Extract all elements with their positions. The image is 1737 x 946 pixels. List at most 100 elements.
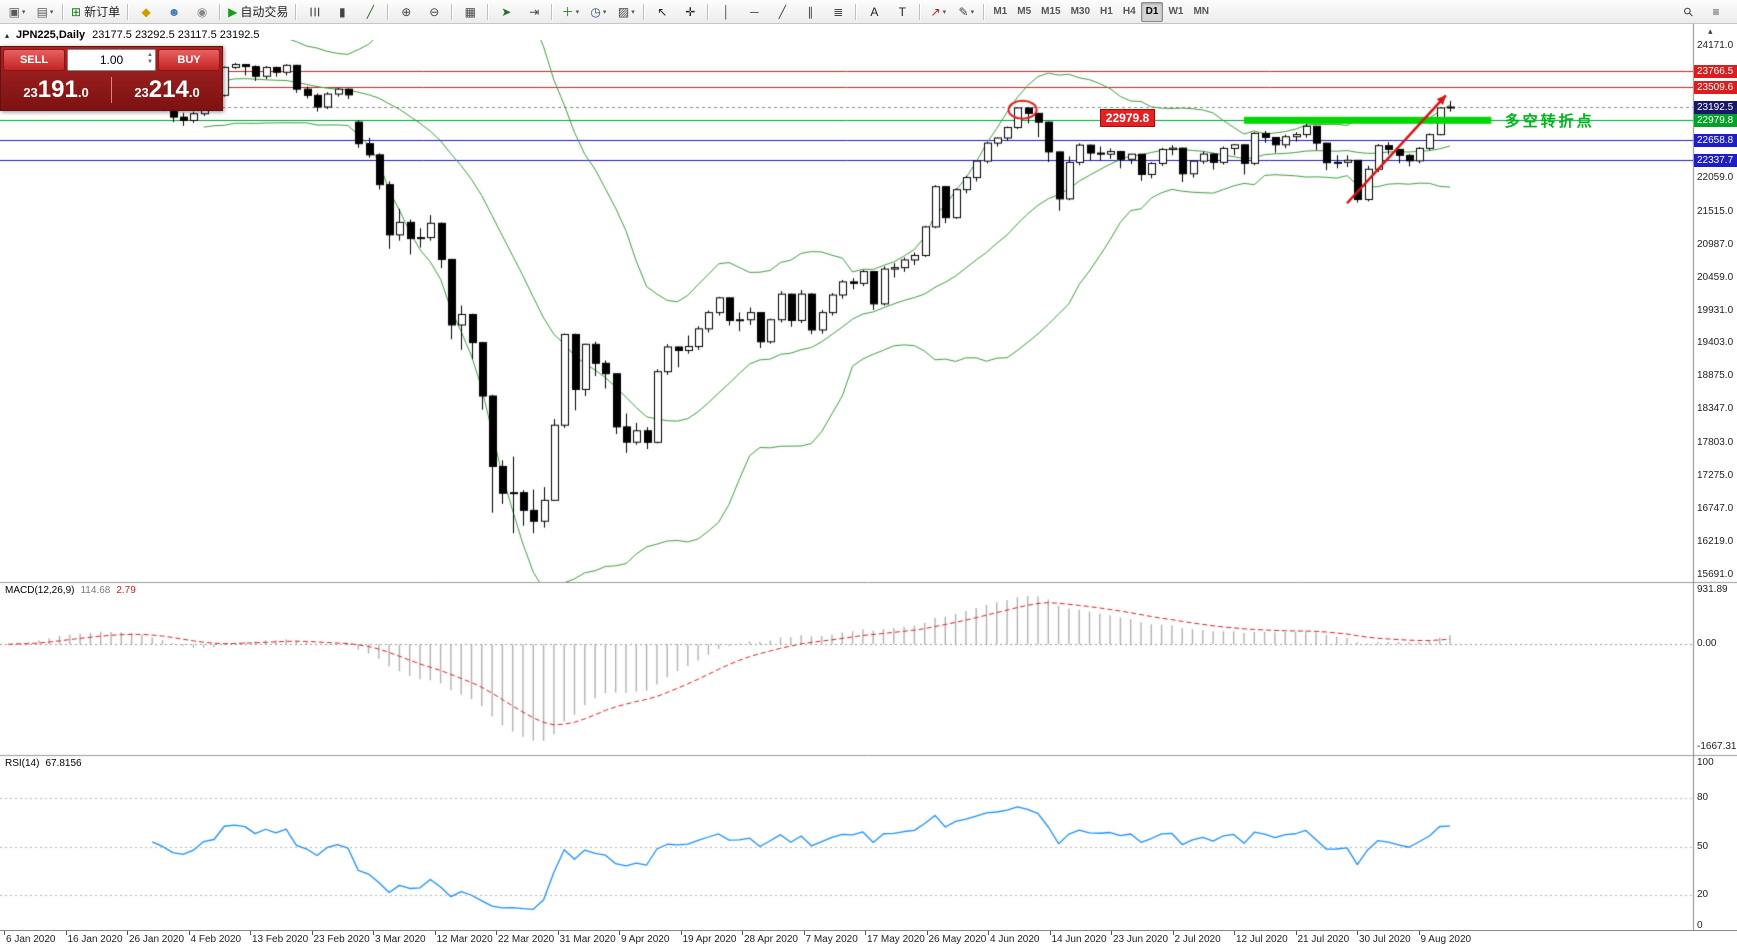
timeframe-m5[interactable]: M5 — [1017, 6, 1032, 17]
toolbar: ▣ ▾ ▤ ▾ ⊞ 新订单 ◆ ☻ ◉ ▶ 自动交易 ☰ ▮ ╱ ⊕ ⊖ ▦ ➤ ⇥ ＋ ▾ ◷ ▾ ▨ ▾ ↖ ✛ │ ─ ╱ ∥ ≣ A T ↗… — [0, 0, 1737, 24]
chart-symbol-period: JPN225,Daily — [16, 29, 86, 41]
contacts-icon[interactable]: ☻ — [167, 4, 181, 19]
time-tick — [496, 931, 497, 935]
candlestick-icon[interactable]: ▮ — [339, 4, 346, 19]
toolbar-separator — [127, 3, 130, 20]
tile-windows-icon[interactable]: ▦ — [464, 4, 476, 19]
price-level-box: 23766.5 — [1694, 64, 1737, 78]
autotrading-button[interactable]: ▶ 自动交易 — [228, 4, 289, 19]
price-tick: 24171.0 — [1697, 40, 1734, 51]
time-tick — [557, 931, 559, 935]
trendline-icon[interactable]: ╱ — [778, 4, 786, 19]
date-label: 23 Feb 2020 — [313, 934, 370, 945]
quick-menu-icon[interactable]: ≡ — [1712, 4, 1720, 19]
date-label: 28 Apr 2020 — [744, 934, 798, 945]
timeframe-h1[interactable]: H1 — [1100, 6, 1113, 17]
crosshair-icon[interactable]: ✛ — [685, 4, 696, 19]
time-tick — [1172, 931, 1174, 935]
rsi-scale-tick: 100 — [1697, 757, 1714, 768]
price-level-box: 22979.8 — [1694, 113, 1737, 127]
metaeditor-icon[interactable]: ◆ — [141, 4, 151, 19]
price-tick: 21515.0 — [1697, 205, 1734, 217]
vertical-line-icon[interactable]: │ — [722, 4, 731, 19]
date-label: 26 May 2020 — [928, 934, 987, 945]
chart-title: ▴ JPN225,Daily 23177.5 23292.5 23117.5 2… — [5, 29, 260, 41]
toolbar-separator — [295, 3, 298, 20]
timeframe-d1[interactable]: D1 — [1140, 1, 1164, 22]
chart-ohlc-values: 23177.5 23292.5 23117.5 23192.5 — [92, 29, 260, 41]
buy-price[interactable]: 23214.0 — [134, 76, 200, 103]
price-tick: 19403.0 — [1697, 337, 1734, 349]
toolbar-separator — [451, 3, 454, 20]
symbol-dropdown-icon: ▴ — [5, 30, 10, 40]
timeframe-w1[interactable]: W1 — [1168, 6, 1184, 17]
price-tick: 16219.0 — [1697, 536, 1734, 548]
time-tick — [1049, 931, 1051, 935]
horizontal-line-icon[interactable]: ─ — [750, 4, 759, 19]
profiles-icon[interactable]: ▤ ▾ — [36, 4, 54, 19]
new-chart-icon[interactable]: ▣ ▾ — [8, 4, 26, 19]
label-icon[interactable]: T — [898, 4, 906, 19]
date-label: 13 Feb 2020 — [252, 934, 309, 945]
sell-price[interactable]: 23191.0 — [23, 76, 89, 103]
toolbar-separator — [643, 3, 646, 20]
price-scale[interactable]: ▴ 24171.0 22059.0 21515.0 20987.0 20459.0 199… — [1694, 24, 1737, 931]
channel-icon[interactable]: ∥ — [807, 4, 814, 19]
price-tick: 16747.0 — [1697, 503, 1734, 515]
auto-scroll-icon[interactable]: ➤ — [501, 4, 512, 19]
timeframe-m15[interactable]: M15 — [1041, 6, 1061, 17]
community-icon[interactable]: ◉ — [196, 4, 208, 19]
toolbar-separator — [62, 3, 64, 20]
volume-spinner-icons[interactable]: ▲ ▼ — [147, 52, 153, 66]
periods-icon[interactable]: ◷ ▾ — [590, 4, 607, 19]
time-tick — [311, 931, 313, 935]
time-tick — [373, 931, 374, 935]
buy-button[interactable]: BUY — [158, 49, 220, 71]
date-label: 4 Jun 2020 — [990, 934, 1040, 945]
cursor-icon[interactable]: ↖ — [657, 4, 668, 19]
timeframe-m1[interactable]: M1 — [993, 6, 1008, 17]
new-order-button[interactable]: ⊞ 新订单 — [71, 4, 121, 19]
templates-icon[interactable]: ▨ ▾ — [617, 4, 635, 19]
price-annotation-label[interactable]: 22979.8 — [1099, 109, 1156, 128]
price-tick: 20459.0 — [1697, 271, 1734, 283]
time-tick — [742, 931, 743, 935]
date-label: 12 Jul 2020 — [1236, 934, 1288, 945]
turning-point-label[interactable]: 多空转折点 — [1504, 113, 1595, 131]
toolbar-separator — [387, 3, 390, 20]
volume-value: 1.00 — [99, 53, 124, 67]
date-label: 17 May 2020 — [867, 934, 925, 945]
price-chart-canvas[interactable] — [0, 24, 1737, 946]
date-label: 12 Mar 2020 — [436, 934, 493, 945]
line-chart-icon[interactable]: ╱ — [366, 4, 374, 19]
fibonacci-icon[interactable]: ≣ — [833, 4, 844, 19]
timeframe-h4[interactable]: H4 — [1122, 6, 1136, 17]
volume-stepper[interactable]: 1.00 ▲ ▼ — [67, 49, 156, 71]
toolbar-separator — [487, 3, 490, 20]
search-icon[interactable]: ⚲ — [1679, 3, 1697, 20]
price-tick: 18875.0 — [1697, 370, 1734, 382]
date-label: 7 May 2020 — [805, 934, 858, 945]
text-icon[interactable]: A — [870, 4, 879, 19]
zoom-out-icon[interactable]: ⊖ — [429, 4, 440, 19]
date-label: 22 Mar 2020 — [498, 934, 555, 945]
arrows-icon[interactable]: ↗ ▾ — [930, 4, 947, 19]
time-tick — [1234, 931, 1235, 935]
draw-icon[interactable]: ✎ ▾ — [958, 4, 975, 19]
timeframe-mn[interactable]: MN — [1193, 6, 1209, 17]
price-divider — [111, 77, 112, 103]
timeframe-m30[interactable]: M30 — [1070, 6, 1091, 17]
time-tick — [127, 931, 128, 935]
time-axis[interactable]: 6 Jan 2020 16 Jan 2020 26 Jan 2020 4 Feb 20… — [0, 930, 1737, 946]
rsi-scale-tick: 0 — [1697, 920, 1703, 931]
rsi-indicator-label: RSI(14) 67.8156 — [5, 758, 82, 769]
indicators-icon[interactable]: ＋ ▾ — [561, 4, 580, 19]
time-tick — [865, 931, 866, 935]
chart-shift-icon[interactable]: ⇥ — [529, 4, 540, 19]
bar-chart-icon[interactable]: ☰ — [307, 6, 322, 17]
toolbar-separator — [707, 3, 710, 20]
date-label: 6 Jan 2020 — [6, 934, 56, 945]
sell-button[interactable]: SELL — [3, 49, 65, 71]
zoom-in-icon[interactable]: ⊕ — [401, 4, 412, 19]
date-label: 30 Jul 2020 — [1359, 934, 1411, 945]
